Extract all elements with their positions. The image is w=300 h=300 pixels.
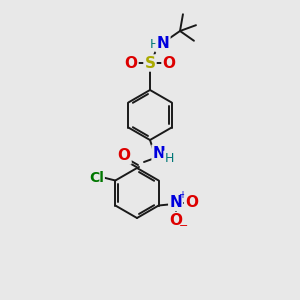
Text: S: S — [145, 56, 155, 70]
Text: −: − — [179, 221, 188, 232]
Text: N: N — [153, 146, 165, 160]
Text: N: N — [169, 195, 182, 210]
Text: Cl: Cl — [89, 170, 104, 184]
Text: O: O — [124, 56, 137, 70]
Text: O: O — [185, 195, 198, 210]
Text: O: O — [163, 56, 176, 70]
Text: O: O — [169, 213, 182, 228]
Text: H: H — [149, 38, 159, 50]
Text: H: H — [164, 152, 174, 164]
Text: O: O — [118, 148, 130, 164]
Text: N: N — [157, 37, 169, 52]
Text: +: + — [178, 190, 186, 200]
